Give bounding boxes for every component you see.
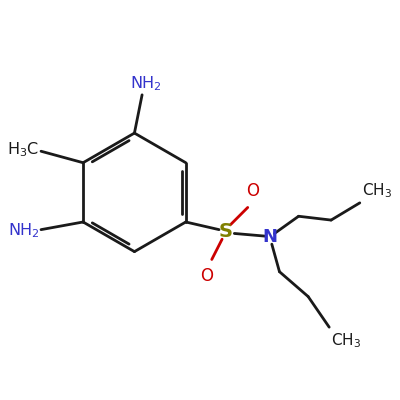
Text: NH$_2$: NH$_2$ <box>130 74 162 93</box>
Text: NH$_2$: NH$_2$ <box>8 222 39 240</box>
Text: O: O <box>246 182 259 200</box>
Text: N: N <box>262 228 278 246</box>
Text: CH$_3$: CH$_3$ <box>331 331 361 350</box>
Text: S: S <box>219 222 233 241</box>
Text: H$_3$C: H$_3$C <box>7 140 39 159</box>
Text: CH$_3$: CH$_3$ <box>362 181 392 200</box>
Text: O: O <box>200 267 213 285</box>
